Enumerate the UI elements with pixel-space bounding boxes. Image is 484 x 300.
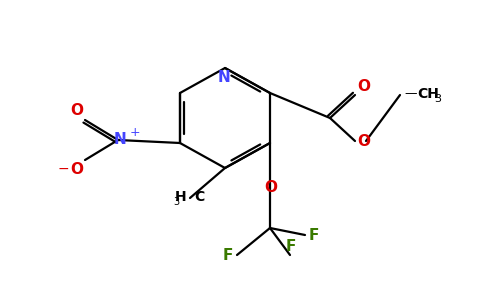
Text: F: F [309,227,319,242]
Text: F: F [223,248,233,262]
Text: O: O [357,79,370,94]
Text: 3: 3 [173,197,179,207]
Text: O: O [357,134,370,148]
Text: N: N [114,133,126,148]
Text: N: N [218,70,230,85]
Text: C: C [194,190,204,204]
Text: O: O [264,181,277,196]
Text: 3: 3 [434,94,441,104]
Text: +: + [130,127,141,140]
Text: O: O [70,162,83,177]
Text: O: O [70,103,83,118]
Text: −: − [58,162,69,176]
Text: CH: CH [417,87,439,101]
Text: —: — [404,88,417,100]
Text: F: F [286,239,296,254]
Text: H: H [174,190,186,204]
